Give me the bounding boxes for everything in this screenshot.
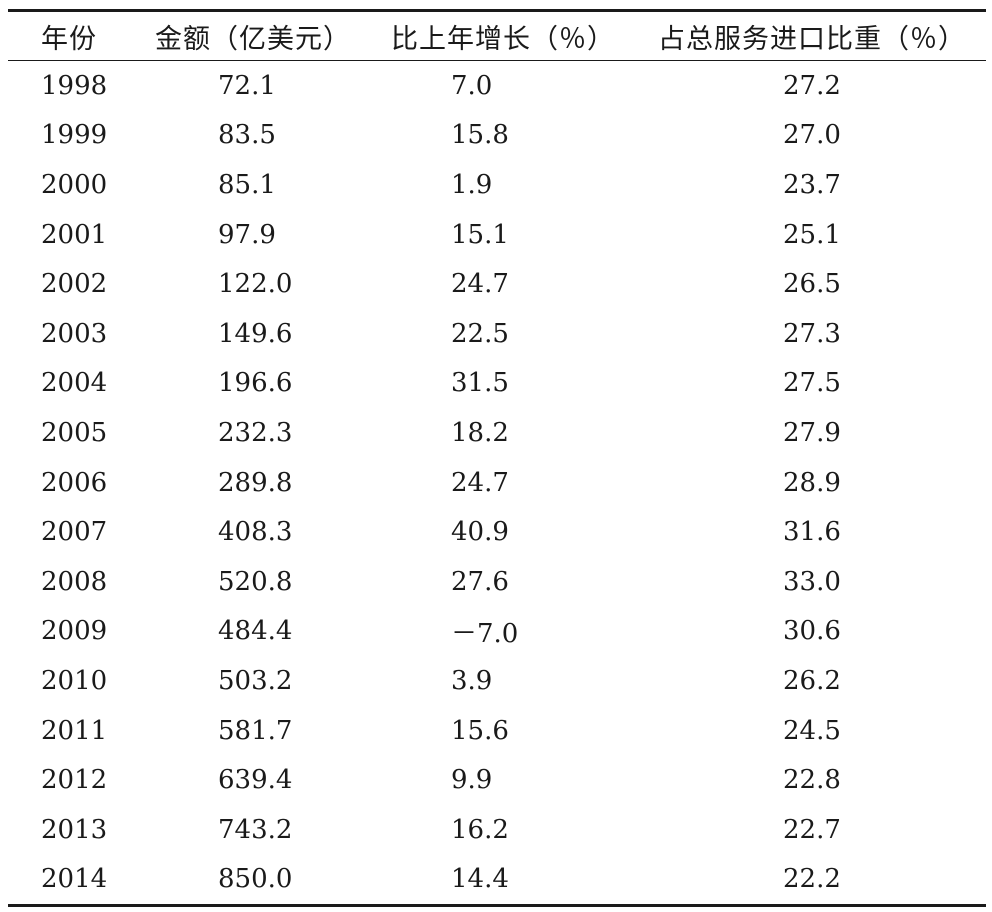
table-row: 2013 743.2 16.2 22.7 bbox=[8, 805, 986, 855]
cell-share: 33.0 bbox=[783, 566, 841, 597]
cell-amount: 743.2 bbox=[218, 814, 293, 845]
cell-amount: 196.6 bbox=[218, 368, 293, 399]
header-share: 占总服务进口比重（％） bbox=[658, 23, 966, 55]
cell-growth: 3.9 bbox=[451, 665, 493, 696]
cell-growth: 15.6 bbox=[451, 715, 509, 746]
cell-growth: 27.6 bbox=[451, 566, 509, 597]
cell-share: 25.1 bbox=[783, 219, 841, 250]
table-row: 2007 408.3 40.9 31.6 bbox=[8, 507, 986, 557]
cell-share: 30.6 bbox=[783, 616, 841, 647]
cell-amount: 149.6 bbox=[218, 318, 293, 349]
cell-year: 2011 bbox=[41, 715, 108, 746]
table-header: 年份 金额（亿美元） 比上年增长（％） 占总服务进口比重（％） bbox=[8, 10, 986, 61]
cell-share: 27.5 bbox=[783, 368, 841, 399]
cell-growth: 14.4 bbox=[451, 864, 509, 895]
table-row: 1999 83.5 15.8 27.0 bbox=[8, 111, 986, 161]
header-year: 年份 bbox=[41, 23, 97, 55]
cell-growth: 18.2 bbox=[451, 417, 509, 448]
table-row: 2002 122.0 24.7 26.5 bbox=[8, 259, 986, 309]
cell-year: 1999 bbox=[41, 120, 108, 151]
table-row: 2008 520.8 27.6 33.0 bbox=[8, 557, 986, 607]
table-row: 2011 581.7 15.6 24.5 bbox=[8, 706, 986, 756]
table-body: 1998 72.1 7.0 27.2 1999 83.5 15.8 27.0 2000 85.1 1… bbox=[8, 61, 986, 906]
cell-amount: 581.7 bbox=[218, 715, 293, 746]
cell-growth: 1.9 bbox=[451, 169, 493, 200]
cell-amount: 122.0 bbox=[218, 269, 293, 300]
cell-year: 2003 bbox=[41, 318, 108, 349]
cell-year: 2012 bbox=[41, 765, 108, 796]
cell-year: 2013 bbox=[41, 814, 108, 845]
cell-growth: －7.0 bbox=[451, 618, 519, 649]
cell-amount: 520.8 bbox=[218, 566, 293, 597]
cell-year: 2009 bbox=[41, 616, 108, 647]
cell-amount: 289.8 bbox=[218, 467, 293, 498]
table-row: 2001 97.9 15.1 25.1 bbox=[8, 210, 986, 260]
cell-year: 2002 bbox=[41, 269, 108, 300]
cell-amount: 97.9 bbox=[218, 219, 276, 250]
header-growth: 比上年增长（％） bbox=[391, 23, 615, 55]
table-row: 2012 639.4 9.9 22.8 bbox=[8, 755, 986, 805]
cell-year: 2005 bbox=[41, 417, 108, 448]
cell-amount: 503.2 bbox=[218, 665, 293, 696]
cell-year: 2006 bbox=[41, 467, 108, 498]
table-row: 1998 72.1 7.0 27.2 bbox=[8, 61, 986, 111]
cell-share: 31.6 bbox=[783, 517, 841, 548]
cell-share: 28.9 bbox=[783, 467, 841, 498]
header-amount: 金额（亿美元） bbox=[155, 23, 351, 55]
cell-share: 26.5 bbox=[783, 269, 841, 300]
cell-share: 26.2 bbox=[783, 665, 841, 696]
table-row: 2009 484.4 －7.0 30.6 bbox=[8, 607, 986, 657]
cell-growth: 22.5 bbox=[451, 318, 509, 349]
cell-amount: 232.3 bbox=[218, 417, 293, 448]
cell-growth: 31.5 bbox=[451, 368, 509, 399]
cell-year: 2010 bbox=[41, 665, 108, 696]
cell-amount: 83.5 bbox=[218, 120, 276, 151]
cell-growth: 15.1 bbox=[451, 219, 509, 250]
cell-growth: 7.0 bbox=[451, 70, 493, 101]
cell-share: 27.9 bbox=[783, 417, 841, 448]
cell-amount: 72.1 bbox=[218, 70, 276, 101]
cell-year: 2004 bbox=[41, 368, 108, 399]
cell-year: 2008 bbox=[41, 566, 108, 597]
table-row: 2006 289.8 24.7 28.9 bbox=[8, 458, 986, 508]
cell-year: 2014 bbox=[41, 864, 108, 895]
table-row: 2005 232.3 18.2 27.9 bbox=[8, 408, 986, 458]
cell-amount: 639.4 bbox=[218, 765, 293, 796]
cell-year: 1998 bbox=[41, 70, 108, 101]
data-table-container: 年份 金额（亿美元） 比上年增长（％） 占总服务进口比重（％） 1998 72.1… bbox=[8, 9, 986, 907]
cell-amount: 850.0 bbox=[218, 864, 293, 895]
table-row: 2000 85.1 1.9 23.7 bbox=[8, 160, 986, 210]
cell-share: 24.5 bbox=[783, 715, 841, 746]
table-row: 2004 196.6 31.5 27.5 bbox=[8, 359, 986, 409]
header-row: 年份 金额（亿美元） 比上年增长（％） 占总服务进口比重（％） bbox=[8, 10, 986, 61]
table-row: 2014 850.0 14.4 22.2 bbox=[8, 855, 986, 906]
cell-share: 22.2 bbox=[783, 864, 841, 895]
cell-growth: 24.7 bbox=[451, 269, 509, 300]
cell-growth: 16.2 bbox=[451, 814, 509, 845]
cell-share: 27.2 bbox=[783, 70, 841, 101]
table-row: 2010 503.2 3.9 26.2 bbox=[8, 656, 986, 706]
cell-growth: 40.9 bbox=[451, 517, 509, 548]
service-import-table: 年份 金额（亿美元） 比上年增长（％） 占总服务进口比重（％） 1998 72.1… bbox=[8, 9, 986, 907]
cell-year: 2000 bbox=[41, 169, 108, 200]
cell-growth: 9.9 bbox=[451, 765, 493, 796]
cell-year: 2001 bbox=[41, 219, 108, 250]
cell-share: 22.7 bbox=[783, 814, 841, 845]
cell-share: 22.8 bbox=[783, 765, 841, 796]
cell-share: 27.3 bbox=[783, 318, 841, 349]
cell-amount: 408.3 bbox=[218, 517, 293, 548]
cell-growth: 24.7 bbox=[451, 467, 509, 498]
table-row: 2003 149.6 22.5 27.3 bbox=[8, 309, 986, 359]
cell-amount: 85.1 bbox=[218, 169, 276, 200]
cell-share: 23.7 bbox=[783, 169, 841, 200]
cell-share: 27.0 bbox=[783, 120, 841, 151]
cell-year: 2007 bbox=[41, 517, 108, 548]
cell-amount: 484.4 bbox=[218, 616, 293, 647]
cell-growth: 15.8 bbox=[451, 120, 509, 151]
